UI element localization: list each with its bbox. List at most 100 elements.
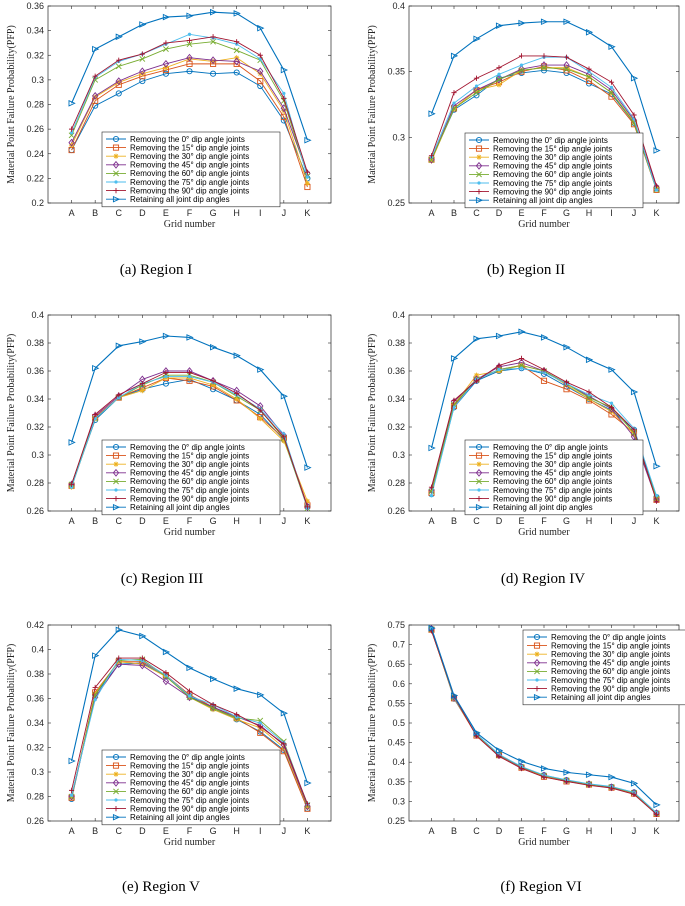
data-point xyxy=(563,778,570,785)
legend-swatch-marker xyxy=(476,154,482,160)
legend-swatch-marker xyxy=(475,161,483,170)
x-tick-label: J xyxy=(282,516,287,526)
x-tick-label: I xyxy=(610,516,613,526)
series-7 xyxy=(68,655,311,807)
data-point xyxy=(233,57,240,66)
y-tick-label: 0.3 xyxy=(392,132,405,142)
data-point xyxy=(233,69,240,76)
data-point xyxy=(609,85,614,90)
legend-label: Retaining all joint dip angles xyxy=(551,693,651,702)
data-point xyxy=(518,53,525,59)
x-tick-label: K xyxy=(304,208,310,218)
data-point xyxy=(563,343,571,351)
data-point xyxy=(186,37,193,44)
data-point xyxy=(281,438,287,444)
y-axis-label: Material Point Failure Probability(PFP) xyxy=(6,334,17,493)
x-tick-label: B xyxy=(451,516,457,526)
x-tick-label: B xyxy=(451,208,457,218)
series-3 xyxy=(68,55,311,186)
legend-label: Removing the 30° dip angle joints xyxy=(493,153,612,162)
data-point xyxy=(187,694,192,698)
y-tick-label: 0.42 xyxy=(26,620,44,630)
data-point xyxy=(608,785,615,791)
x-tick-label: E xyxy=(163,208,169,218)
x-tick-label: C xyxy=(116,516,123,526)
data-point xyxy=(186,56,193,62)
data-point xyxy=(608,89,615,96)
x-tick-label: B xyxy=(92,208,98,218)
series-7 xyxy=(68,369,311,510)
data-point xyxy=(163,670,169,676)
data-point xyxy=(210,34,216,40)
x-tick-label: E xyxy=(163,826,169,836)
legend-label: Removing the 45° dip angle joints xyxy=(130,161,249,170)
data-point xyxy=(186,41,193,48)
data-point xyxy=(631,791,637,797)
data-point xyxy=(68,126,75,132)
legend-box xyxy=(101,131,281,208)
data-point xyxy=(305,175,310,179)
data-point xyxy=(518,65,525,73)
y-tick-label: 0.3 xyxy=(31,767,44,777)
x-tick-label: F xyxy=(541,208,547,218)
data-point xyxy=(281,741,287,747)
data-point xyxy=(92,684,98,691)
legend-label: Removing the 45° dip angle joints xyxy=(493,469,612,478)
y-tick-label: 0.36 xyxy=(387,366,405,376)
y-axis-label: Material Point Failure Probability(PFP) xyxy=(367,334,378,493)
series-line xyxy=(71,63,308,188)
data-point xyxy=(304,180,311,186)
data-point xyxy=(187,374,192,379)
x-tick-label: A xyxy=(69,826,75,836)
data-point xyxy=(280,392,289,400)
data-point xyxy=(496,362,502,368)
data-point xyxy=(257,407,263,413)
data-point xyxy=(631,427,637,433)
data-point xyxy=(541,64,547,71)
data-point xyxy=(164,374,168,379)
y-tick-label: 0.4 xyxy=(31,310,44,320)
legend-label: Removing the 60° dip angle joints xyxy=(493,170,612,179)
data-point xyxy=(304,779,312,787)
series-8 xyxy=(428,18,661,154)
legend-swatch-marker xyxy=(112,195,121,203)
x-axis-label: Grid number xyxy=(164,219,216,230)
panel-caption: (a) Region I xyxy=(120,262,192,278)
series-line xyxy=(430,627,657,806)
legend-box xyxy=(522,629,685,706)
x-tick-label: F xyxy=(541,516,547,526)
legend-label: Removing the 90° dip angle joints xyxy=(130,186,249,195)
data-point xyxy=(187,32,192,37)
series-7 xyxy=(68,34,311,175)
data-point xyxy=(68,481,75,487)
legend-swatch-marker xyxy=(113,788,119,795)
legend-swatch-marker xyxy=(112,160,120,169)
data-point xyxy=(473,75,480,81)
series-line xyxy=(431,64,657,188)
data-point xyxy=(115,33,123,41)
chart-panel-4: 0.26 0.28 0.3 0.32 0.34 0.36 0.38 0.4 A B C D E F G H I J… xyxy=(367,310,680,587)
series-line xyxy=(431,69,657,189)
legend-label: Removing the 0° dip angle joints xyxy=(130,443,245,452)
legend-swatch-marker xyxy=(533,642,541,649)
data-point xyxy=(450,52,459,60)
y-tick-label: 0.6 xyxy=(392,679,405,689)
legend: Removing the 0° dip angle joints Removing… xyxy=(101,439,281,516)
legend-label: Removing the 45° dip angle joints xyxy=(130,469,249,478)
legend: Removing the 0° dip angle jointsRemoving… xyxy=(464,439,644,516)
x-tick-label: H xyxy=(233,826,240,836)
legend-swatch-marker xyxy=(534,651,540,657)
x-tick-label: I xyxy=(610,208,613,218)
series-2 xyxy=(68,60,311,191)
x-tick-label: H xyxy=(586,208,593,218)
legend-label: Retaining all joint dip angles xyxy=(493,196,593,205)
data-point xyxy=(115,90,122,97)
x-tick-label: J xyxy=(282,208,287,218)
panel-caption: (d) Region IV xyxy=(501,571,585,587)
data-point xyxy=(497,367,501,372)
data-point xyxy=(304,502,311,511)
data-point xyxy=(257,78,264,85)
series-line xyxy=(71,57,308,174)
data-point xyxy=(139,71,145,77)
x-tick-label: D xyxy=(496,516,503,526)
